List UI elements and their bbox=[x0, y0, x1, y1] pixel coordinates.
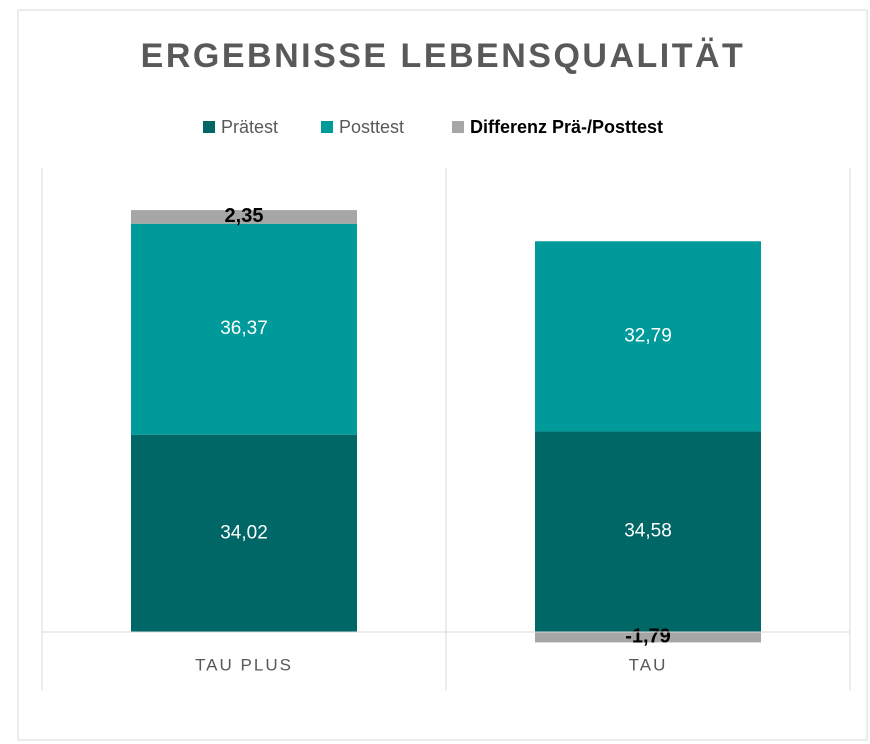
x-tick-label: TAU PLUS bbox=[195, 655, 293, 674]
legend-swatch bbox=[452, 121, 464, 133]
data-label: 2,35 bbox=[225, 205, 264, 227]
legend-swatch bbox=[321, 121, 333, 133]
legend-swatch bbox=[203, 121, 215, 133]
bar-segment bbox=[131, 434, 357, 632]
legend-label: Differenz Prä-/Posttest bbox=[470, 117, 663, 137]
data-label: 34,58 bbox=[624, 521, 672, 542]
data-label: 34,02 bbox=[220, 522, 268, 543]
bar-segment bbox=[535, 241, 761, 432]
data-label: 32,79 bbox=[624, 325, 672, 346]
bar-segment bbox=[131, 223, 357, 435]
bar-segment bbox=[131, 210, 357, 224]
bar-segment bbox=[535, 632, 761, 643]
data-label: -1,79 bbox=[625, 625, 671, 647]
chart-title: ERGEBNISSE LEBENSQUALITÄT bbox=[141, 37, 746, 75]
x-tick-label: TAU bbox=[629, 655, 668, 674]
data-label: 36,37 bbox=[220, 318, 268, 339]
legend-label: Posttest bbox=[339, 117, 404, 137]
legend-label: Prätest bbox=[221, 117, 278, 137]
bar-segment bbox=[535, 431, 761, 632]
